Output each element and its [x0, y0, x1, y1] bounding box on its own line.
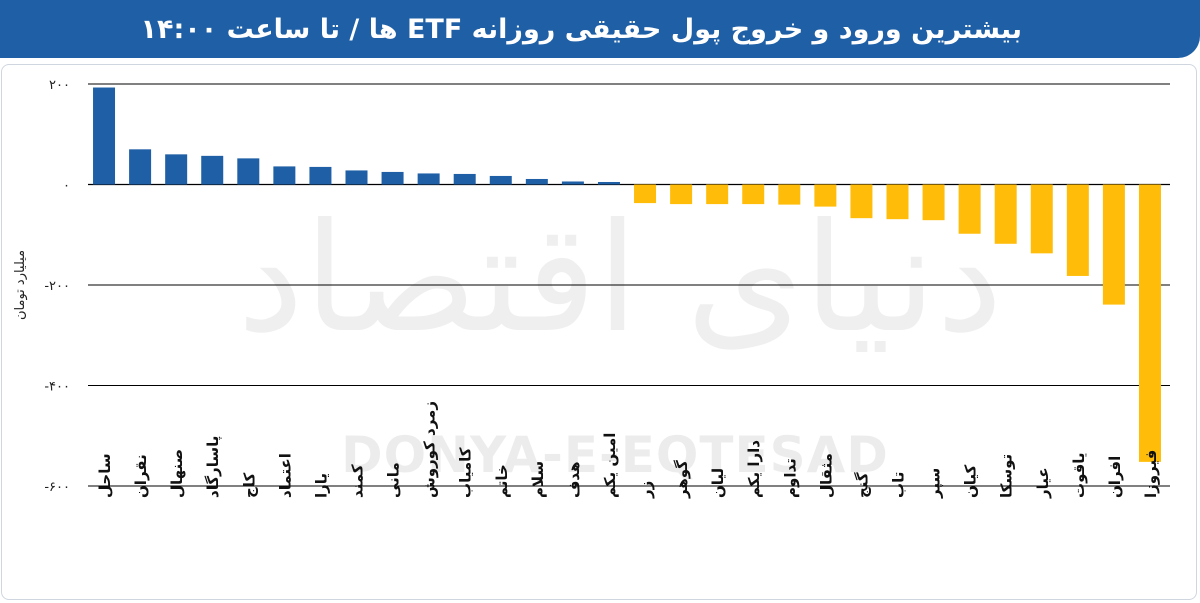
bar: [850, 184, 873, 219]
y-tick-label: ۲۰۰: [49, 78, 70, 93]
x-category-label: هدف: [565, 462, 583, 499]
x-category-label: نقران: [132, 454, 150, 498]
x-category-label: کمند: [349, 464, 367, 498]
x-category-label: سلام: [529, 461, 547, 498]
x-category-label: صنهال: [168, 449, 186, 498]
watermark-latin-text: DONYA-E-EQTESAD: [341, 426, 889, 484]
bar: [129, 149, 152, 185]
x-category-label: گوهر: [673, 460, 691, 499]
x-category-label: یارا: [312, 473, 330, 498]
x-category-label: تداوم: [781, 458, 799, 498]
x-category-label: کیان: [962, 464, 980, 498]
x-category-label: تاب: [890, 472, 908, 498]
bars: [93, 87, 1161, 462]
x-category-label: خاتم: [493, 464, 511, 498]
x-category-label: پاسارگاد: [204, 436, 223, 498]
bar: [201, 155, 224, 185]
bar: [922, 184, 945, 221]
x-category-label: افران: [1106, 456, 1124, 498]
bar: [273, 166, 296, 185]
x-category-label: سپر: [926, 468, 945, 499]
bar: [814, 184, 837, 207]
x-category-label: عیار: [1034, 467, 1052, 499]
x-category-label: لیان: [709, 468, 727, 498]
bar: [634, 184, 657, 204]
bar: [670, 184, 693, 205]
header-bar: بیشترین ورود و خروج پول حقیقی روزانه ETF…: [0, 0, 1200, 58]
gridlines: [88, 83, 1170, 487]
bar: [525, 178, 548, 185]
x-axis-labels: ساحل نقران صنهال پاسارگاد کاج اعتماد یارا کمند م…: [96, 401, 1160, 499]
x-category-label: کامیاب: [457, 447, 475, 498]
bar: [994, 184, 1017, 244]
x-category-label: یاقوت: [1070, 452, 1088, 498]
bar: [1138, 184, 1161, 462]
x-category-label: دارا یکم: [745, 440, 763, 498]
x-category-label: زر: [637, 481, 655, 499]
bar: [381, 171, 404, 185]
y-tick-label: ۰: [63, 179, 70, 194]
bar: [958, 184, 981, 234]
y-tick-label: -۴۰۰: [44, 380, 70, 395]
bar: [742, 184, 765, 205]
bar: [237, 158, 260, 185]
x-category-label: امین یکم: [601, 433, 619, 498]
y-tick-label: -۲۰۰: [44, 279, 70, 294]
y-axis-label: میلیارد تومان: [13, 250, 28, 320]
bar: [1102, 184, 1125, 305]
x-category-label: اعتماد: [276, 453, 294, 498]
bar: [417, 173, 440, 185]
bar: [886, 184, 909, 220]
bar: [1066, 184, 1089, 276]
bar: [561, 181, 584, 185]
x-category-label: مثقال: [817, 453, 835, 498]
x-category-label: کاج: [240, 473, 258, 498]
bar: [1030, 184, 1053, 254]
x-category-label: زمرد کوروش: [421, 401, 439, 498]
y-tick-label: -۶۰۰: [44, 480, 70, 495]
bar: [93, 87, 116, 185]
plot-area-border: [1, 64, 1197, 600]
bar: [597, 181, 620, 185]
bar: [706, 184, 729, 205]
bar: [345, 170, 368, 185]
y-axis-ticks: ۲۰۰ ۰ -۲۰۰ -۴۰۰ -۶۰۰: [44, 78, 70, 495]
bar: [165, 154, 188, 185]
x-category-label: توسکا: [998, 454, 1016, 498]
chart-title: بیشترین ورود و خروج پول حقیقی روزانه ETF…: [140, 13, 1022, 45]
x-category-label: مانی: [385, 462, 403, 498]
x-category-label: گنج: [853, 472, 871, 498]
watermark-logo: دنیای اقتصاد: [237, 192, 1003, 366]
bar: [489, 175, 512, 185]
bar: [778, 184, 801, 205]
bar: [453, 173, 476, 185]
x-category-label: فیروزا: [1142, 450, 1160, 498]
watermark: دنیای اقتصاد DONYA-E-EQTESAD: [237, 192, 1003, 484]
x-category-label: ساحل: [96, 453, 114, 498]
bar: [309, 166, 332, 185]
